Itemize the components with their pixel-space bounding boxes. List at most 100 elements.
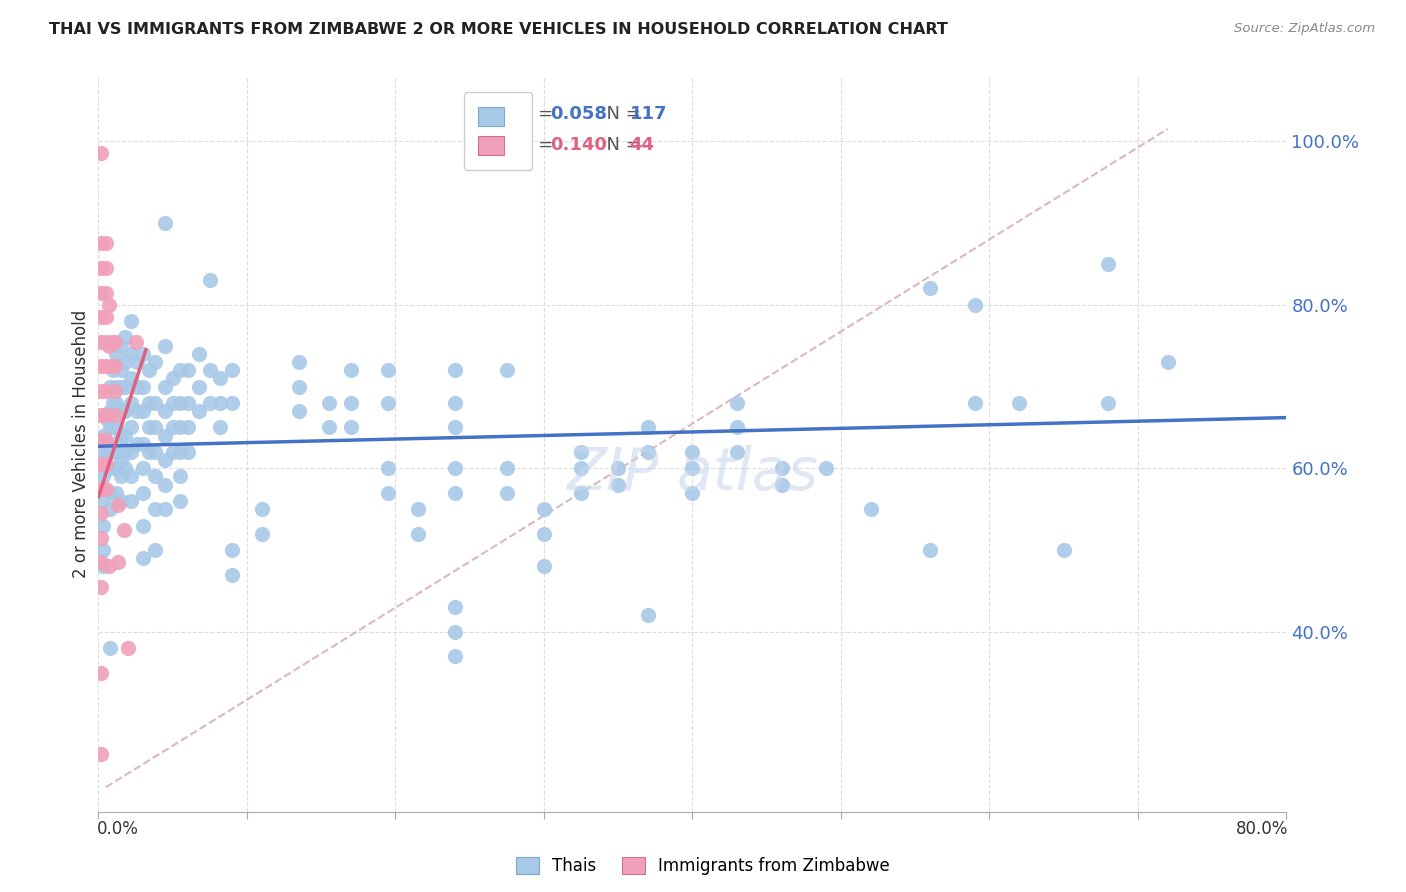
Point (98, 379, 121, 393)
Point (859, 502, 882, 516)
Point (443, 600, 465, 615)
Point (94, 260, 117, 275)
Point (91, 428, 114, 442)
Point (169, 363, 191, 377)
Point (91, 494, 114, 508)
Point (169, 445, 191, 459)
Point (176, 396, 198, 410)
Point (443, 363, 465, 377)
Point (98, 502, 121, 516)
Point (90, 359, 112, 373)
Point (198, 396, 221, 410)
Point (162, 420, 184, 434)
Point (103, 445, 125, 459)
Point (495, 363, 517, 377)
Point (110, 453, 132, 467)
Point (91, 543, 114, 558)
Point (90, 285, 112, 300)
Point (138, 363, 160, 377)
Point (107, 498, 129, 512)
Point (221, 567, 243, 582)
Point (90, 747, 112, 762)
Point (91, 559, 114, 574)
Point (443, 396, 465, 410)
Point (406, 502, 429, 516)
Text: 0.140: 0.140 (550, 136, 607, 154)
Point (569, 445, 592, 459)
Point (725, 396, 748, 410)
Point (98, 436, 121, 450)
Text: 80.0%: 80.0% (1236, 820, 1288, 838)
Point (143, 355, 166, 369)
Point (443, 624, 465, 639)
Point (221, 363, 243, 377)
Point (94, 285, 117, 300)
Point (318, 396, 340, 410)
Point (155, 428, 177, 442)
Point (90, 482, 112, 496)
Point (138, 420, 160, 434)
Point (105, 379, 128, 393)
Point (110, 494, 132, 508)
Point (94, 236, 117, 251)
Text: Source: ZipAtlas.com: Source: ZipAtlas.com (1234, 22, 1375, 36)
Text: 0.0%: 0.0% (97, 820, 139, 838)
Point (1097, 396, 1119, 410)
Text: 117: 117 (630, 105, 666, 123)
Point (143, 420, 166, 434)
Point (110, 469, 132, 483)
Point (132, 461, 155, 475)
Point (155, 216, 177, 230)
Point (1008, 396, 1031, 410)
Point (91, 469, 114, 483)
Point (91, 518, 114, 533)
Point (125, 436, 148, 450)
Point (90, 384, 112, 398)
Point (162, 371, 184, 385)
Point (725, 445, 748, 459)
Point (169, 469, 191, 483)
Point (94, 482, 117, 496)
Point (132, 551, 155, 566)
Point (920, 543, 942, 558)
Point (114, 445, 136, 459)
Point (681, 461, 703, 475)
Point (920, 281, 942, 295)
Point (377, 461, 399, 475)
Point (443, 649, 465, 664)
Point (96, 461, 118, 475)
Point (98, 420, 121, 434)
Point (169, 494, 191, 508)
Point (406, 526, 429, 541)
Point (94, 408, 117, 422)
Point (120, 445, 142, 459)
Point (288, 355, 311, 369)
Point (288, 404, 311, 418)
Point (110, 363, 132, 377)
Point (963, 298, 986, 312)
Point (104, 359, 127, 373)
Point (132, 379, 155, 393)
Point (132, 404, 155, 418)
Point (569, 461, 592, 475)
Point (101, 359, 124, 373)
Point (963, 396, 986, 410)
Point (533, 559, 555, 574)
Point (209, 396, 232, 410)
Point (117, 641, 139, 656)
Point (105, 347, 128, 361)
Point (90, 555, 112, 569)
Point (94, 359, 117, 373)
Point (443, 485, 465, 500)
Point (377, 363, 399, 377)
Point (94, 334, 117, 349)
Point (90, 334, 112, 349)
Point (125, 404, 148, 418)
Point (176, 363, 198, 377)
Point (443, 461, 465, 475)
Point (1156, 355, 1178, 369)
Point (125, 379, 148, 393)
Point (90, 506, 112, 520)
Point (569, 485, 592, 500)
Point (120, 347, 142, 361)
